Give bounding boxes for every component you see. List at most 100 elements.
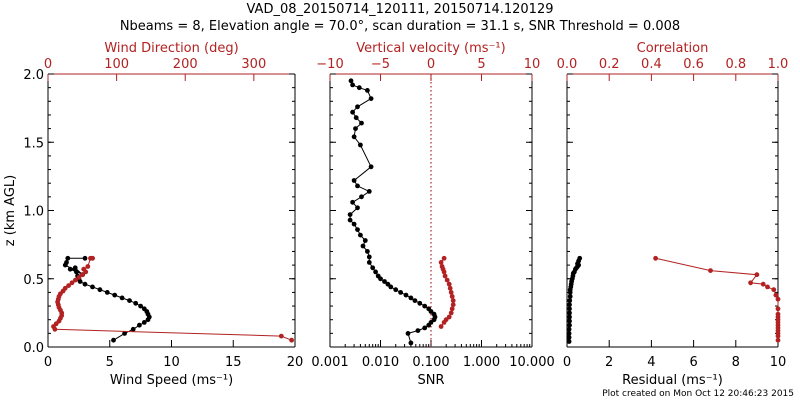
- series-top-point: [441, 255, 447, 261]
- series-top-point: [446, 314, 452, 320]
- series-bottom-point: [360, 243, 366, 249]
- series-bottom-point: [366, 189, 372, 194]
- series-bottom-point: [398, 290, 403, 295]
- series-top-point: [765, 284, 770, 290]
- top-tick-label: 0.8: [725, 57, 746, 72]
- series-bottom-point: [111, 337, 116, 343]
- series-bottom-point: [365, 88, 370, 93]
- top-tick-label: 1.0: [768, 57, 789, 72]
- top-axis-label: Wind Direction (deg): [104, 41, 238, 56]
- figure-footer: Plot created on Mon Oct 12 20:46:23 2015: [602, 389, 794, 399]
- bottom-tick-label: 6: [689, 355, 697, 370]
- series-bottom-point: [137, 322, 142, 328]
- series-top-point: [775, 306, 781, 312]
- series-bottom-point: [368, 96, 374, 101]
- top-tick-label: 0.2: [599, 57, 620, 72]
- series-bottom-point: [431, 311, 437, 317]
- series-bottom-point: [97, 287, 103, 293]
- figure-title-line-2: Nbeams = 8, Elevation angle = 70.0°, sca…: [120, 19, 680, 34]
- series-bottom-point: [64, 260, 69, 265]
- series-bottom-point: [358, 142, 363, 148]
- series-bottom-point: [141, 320, 147, 325]
- bottom-tick-label: 10.000: [509, 355, 555, 370]
- series-bottom-point: [405, 331, 411, 336]
- series-bottom-point: [74, 269, 79, 275]
- y-axis-label: z (km AGL): [3, 175, 18, 246]
- series-bottom-point: [385, 281, 391, 287]
- series-bottom-point: [347, 217, 353, 223]
- series-top-point: [439, 264, 445, 269]
- series-bottom-point: [355, 183, 360, 189]
- series-bottom-point: [567, 294, 573, 299]
- bottom-tick-label: 10: [163, 355, 180, 370]
- series-bottom-point: [350, 109, 355, 115]
- series-bottom-point: [422, 325, 428, 331]
- series-bottom-point: [351, 178, 357, 183]
- series-top-point: [438, 324, 444, 329]
- top-tick-label: 0.0: [557, 57, 578, 72]
- series-bottom-point: [567, 298, 573, 303]
- series-bottom-point: [566, 331, 572, 336]
- series-bottom-point: [366, 254, 372, 260]
- series-bottom-point: [366, 260, 372, 265]
- series-top-point: [708, 268, 713, 273]
- top-tick-label: −5: [371, 57, 390, 72]
- series-bottom-point: [577, 255, 583, 261]
- bottom-axis-label: Residual (ms⁻¹): [622, 373, 723, 388]
- series-bottom-point: [122, 331, 127, 336]
- series-bottom-point: [373, 269, 378, 275]
- series-top-point: [69, 280, 75, 286]
- series-bottom-point: [428, 320, 434, 325]
- series-bottom-point: [358, 232, 363, 238]
- series-bottom-point: [350, 82, 355, 88]
- series-bottom-point: [355, 104, 360, 110]
- bottom-axis-label: Wind Speed (ms⁻¹): [110, 373, 233, 388]
- series-bottom-point: [567, 322, 572, 328]
- series-bottom-point: [72, 265, 78, 271]
- series-top-point: [448, 310, 454, 316]
- series-bottom-point: [567, 302, 572, 308]
- series-bottom-point: [65, 255, 71, 261]
- series-top-point: [771, 287, 777, 293]
- series-top-point: [446, 281, 452, 287]
- series-top-point: [775, 337, 781, 343]
- top-tick-label: 5: [477, 57, 485, 72]
- series-bottom-point: [362, 238, 368, 243]
- series-bottom-point: [348, 78, 354, 84]
- series-bottom-point: [355, 205, 360, 211]
- series-bottom-point: [353, 115, 359, 121]
- series-bottom-point: [67, 266, 73, 272]
- series-bottom-point: [567, 318, 572, 324]
- series-top-point: [450, 302, 456, 308]
- series-top-point: [754, 272, 760, 278]
- panel-snr: 0.001 0.010 0.100 1.000 10.000 SNR −10 −5 0 5 10 Ve…: [311, 41, 554, 388]
- series-bottom-point: [104, 290, 110, 295]
- y-tick-label: 1.5: [23, 136, 44, 151]
- series-top-point: [449, 294, 455, 299]
- series-top-point: [73, 277, 78, 283]
- series-bottom-point: [353, 126, 358, 131]
- series-bottom-point: [355, 227, 360, 233]
- series-bottom-point: [356, 85, 362, 91]
- series-bottom-point: [90, 284, 95, 290]
- series-bottom-point: [567, 306, 572, 312]
- top-tick-label: 0.6: [683, 57, 704, 72]
- bottom-tick-label: 4: [647, 355, 655, 370]
- series-bottom-point: [368, 164, 374, 170]
- series-bottom-point: [141, 306, 147, 312]
- series-top-point: [760, 281, 766, 287]
- y-tick-label: 0.5: [23, 273, 44, 288]
- series-bottom-point: [566, 335, 572, 340]
- series-bottom-point: [350, 199, 355, 205]
- series-bottom-point: [359, 194, 364, 200]
- series-bottom-point: [403, 292, 409, 298]
- series-bottom-point: [351, 134, 357, 140]
- bottom-tick-label: 1.000: [463, 355, 500, 370]
- series-bottom-point: [408, 340, 414, 346]
- top-tick-label: 100: [104, 57, 129, 72]
- series-bottom-point: [567, 314, 572, 320]
- series-top-point: [289, 337, 294, 343]
